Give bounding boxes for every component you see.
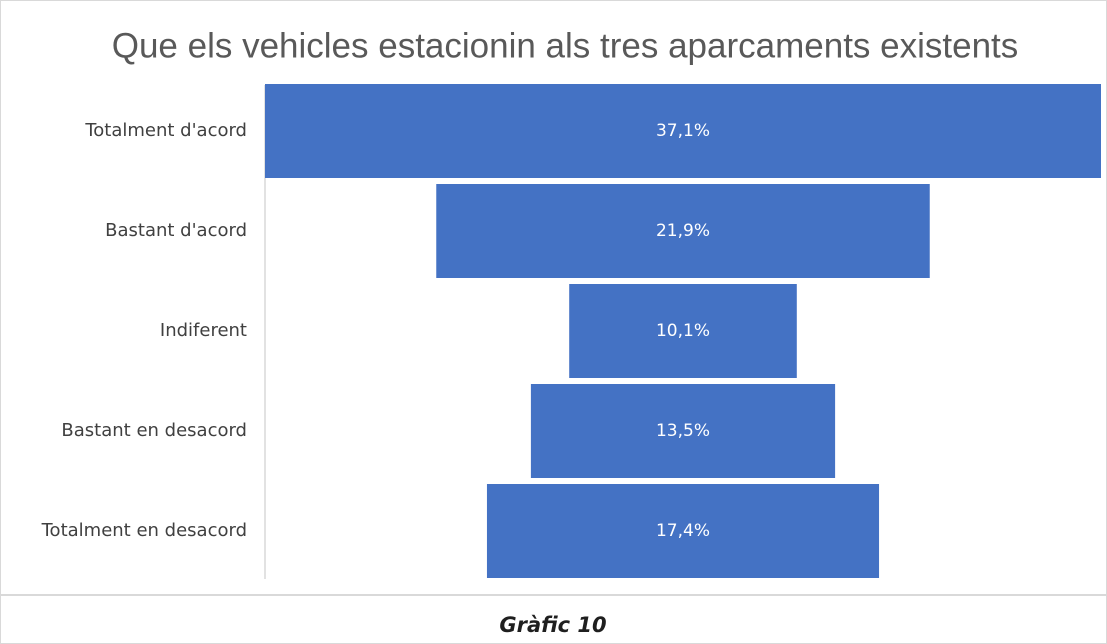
chart-title: Que els vehicles estacionin als tres apa… — [112, 26, 1019, 65]
value-label: 13,5% — [656, 421, 710, 441]
bar — [486, 484, 880, 578]
value-label: 17,4% — [656, 521, 710, 541]
caption: Gràfic 10 — [499, 613, 606, 637]
value-label: 10,1% — [656, 321, 710, 341]
value-label: 21,9% — [656, 221, 710, 241]
bar — [569, 284, 797, 378]
bar — [436, 184, 930, 278]
bar — [265, 84, 1101, 178]
category-label: Bastant d'acord — [105, 220, 247, 241]
category-label: Indiferent — [160, 320, 247, 341]
bar — [530, 384, 836, 478]
value-label: 37,1% — [656, 121, 710, 141]
category-label: Totalment d'acord — [84, 120, 247, 141]
category-label: Bastant en desacord — [61, 420, 247, 441]
caption-frame — [0, 595, 1107, 644]
category-label: Totalment en desacord — [41, 520, 247, 541]
